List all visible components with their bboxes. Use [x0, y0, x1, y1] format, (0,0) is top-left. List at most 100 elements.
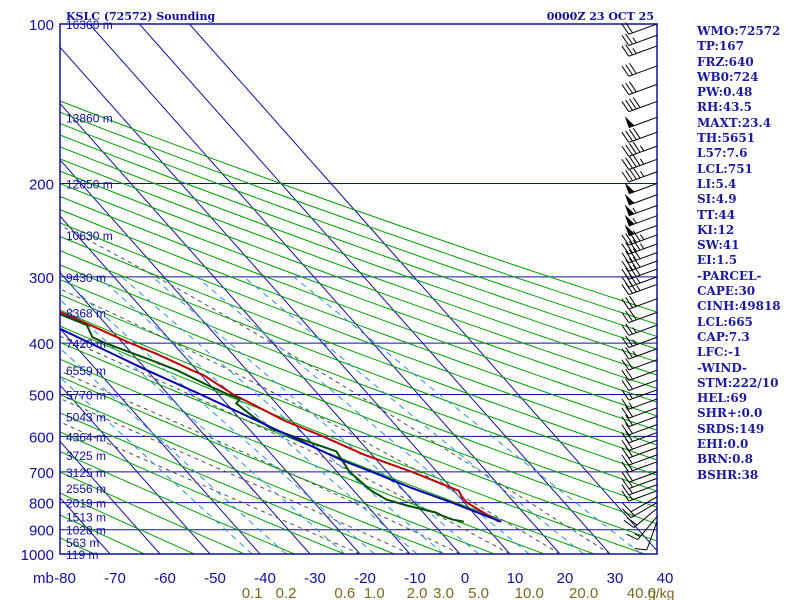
temperature-tick-label: -40 — [254, 570, 276, 587]
index-item: MAXT:23.4 — [697, 115, 772, 130]
height-label: 12050 m — [66, 178, 113, 192]
index-item: -PARCEL- — [697, 268, 762, 283]
dry-adiabat — [60, 195, 657, 417]
height-label: 7420 m — [66, 337, 106, 351]
wind-barb — [621, 309, 658, 324]
isotherm — [188, 24, 657, 552]
chart-lines — [60, 311, 502, 523]
pressure-tick-label: 900 — [29, 523, 54, 540]
dry-adiabat — [60, 264, 657, 492]
wind-barb — [621, 477, 658, 490]
dry-adiabat — [60, 170, 657, 389]
pressure-axis-label: mb — [33, 570, 54, 587]
dry-adiabat — [60, 451, 295, 554]
mixing-ratio-label: 0.1 — [242, 585, 263, 600]
wind-barb — [621, 33, 658, 46]
height-label: 3125 m — [66, 466, 106, 480]
dry-adiabat — [60, 376, 495, 554]
isotherm — [60, 215, 361, 554]
index-item: KI:12 — [697, 222, 735, 237]
wind-barb — [621, 141, 658, 157]
height-label: 4364 m — [66, 430, 106, 444]
wind-barb — [621, 358, 658, 371]
index-item: WMO:72572 — [697, 24, 781, 38]
height-label: 9430 m — [66, 271, 106, 285]
dry-adiabat — [60, 208, 657, 431]
wind-barb — [621, 470, 658, 483]
isotherm — [60, 384, 211, 554]
mixing-ratio-label: 20.0 — [569, 585, 598, 600]
mixing-ratio-label: 2.0 — [407, 585, 428, 600]
mixing-ratio-line — [152, 276, 479, 554]
mixing-ratio-line — [98, 276, 418, 554]
index-item: LCL:751 — [697, 161, 753, 176]
indices-panel: WMO:72572 TP:167 FRZ:640 WB0:724 PW:0.48 RH:4… — [697, 24, 797, 483]
temperature-tick-label: 20 — [557, 570, 574, 587]
index-item: FRZ:640 — [697, 54, 754, 69]
temperature-tick-label: 10 — [507, 570, 524, 587]
isotherm — [60, 440, 161, 554]
height-label: 119 m — [66, 548, 98, 562]
plot-frame — [59, 23, 658, 555]
wind-barb — [621, 230, 658, 246]
height-label: 6559 m — [66, 364, 106, 378]
index-item: BRN:0.8 — [697, 452, 753, 467]
wind-barb — [624, 182, 658, 195]
index-item: BSHR:38 — [697, 467, 759, 482]
index-item: SW:41 — [697, 238, 740, 253]
moist-adiabat — [60, 397, 411, 554]
wind-barb — [621, 264, 658, 280]
index-item: CAPE:30 — [697, 284, 756, 299]
wind-barb — [621, 248, 658, 264]
dry-adiabat — [60, 158, 657, 376]
dry-adiabat — [60, 279, 657, 508]
dry-adiabat — [60, 514, 145, 554]
pressure-tick-label: 100 — [29, 17, 54, 34]
wind-barb — [621, 167, 658, 183]
wind-barb — [621, 22, 658, 35]
isotherm — [88, 24, 561, 554]
wind-barb — [621, 81, 658, 96]
wind-barb — [624, 116, 658, 129]
isotherm — [138, 24, 611, 554]
moist-adiabat — [60, 288, 561, 554]
wind-barb — [621, 389, 658, 401]
dry-adiabat — [60, 146, 657, 363]
moist-adiabat — [60, 370, 461, 554]
wind-barb — [621, 490, 658, 502]
height-label: 563 m — [66, 536, 99, 550]
wind-barb — [624, 204, 658, 217]
dry-adiabat — [60, 222, 657, 446]
index-item: LFC:-1 — [697, 345, 742, 360]
index-item: SRDS:149 — [697, 421, 765, 436]
index-item: HEL:69 — [697, 391, 748, 406]
height-label: 16360 m — [66, 18, 113, 32]
index-item: L57:7.6 — [697, 146, 748, 161]
wind-barb — [624, 214, 658, 227]
index-item: WB0:724 — [697, 69, 759, 84]
temperature-tick-label: 0 — [461, 570, 469, 587]
mixing-ratio-label: 10.0 — [515, 585, 544, 600]
wind-barb — [621, 335, 658, 348]
wind-barb — [621, 295, 658, 310]
wind-barb — [621, 154, 658, 171]
wind-barb — [621, 127, 658, 143]
moist-adiabat — [60, 224, 611, 554]
dry-adiabat — [60, 492, 195, 554]
height-label: 3725 m — [66, 449, 106, 463]
wind-barb — [621, 398, 658, 410]
dry-adiabat — [60, 393, 445, 554]
dry-adiabat — [60, 431, 345, 554]
pressure-tick-label: 300 — [29, 270, 54, 287]
dry-adiabat — [60, 122, 657, 338]
mixing-ratio-unit: g/kg — [648, 585, 674, 600]
dry-adiabat — [60, 134, 657, 350]
height-label: 1028 m — [66, 524, 106, 538]
mixing-ratio-line — [121, 276, 444, 554]
wind-barb — [621, 347, 658, 360]
mixing-ratio-line — [196, 276, 530, 554]
wind-barb — [621, 44, 658, 57]
isotherm — [0, 24, 10, 554]
wind-barb — [624, 193, 658, 206]
